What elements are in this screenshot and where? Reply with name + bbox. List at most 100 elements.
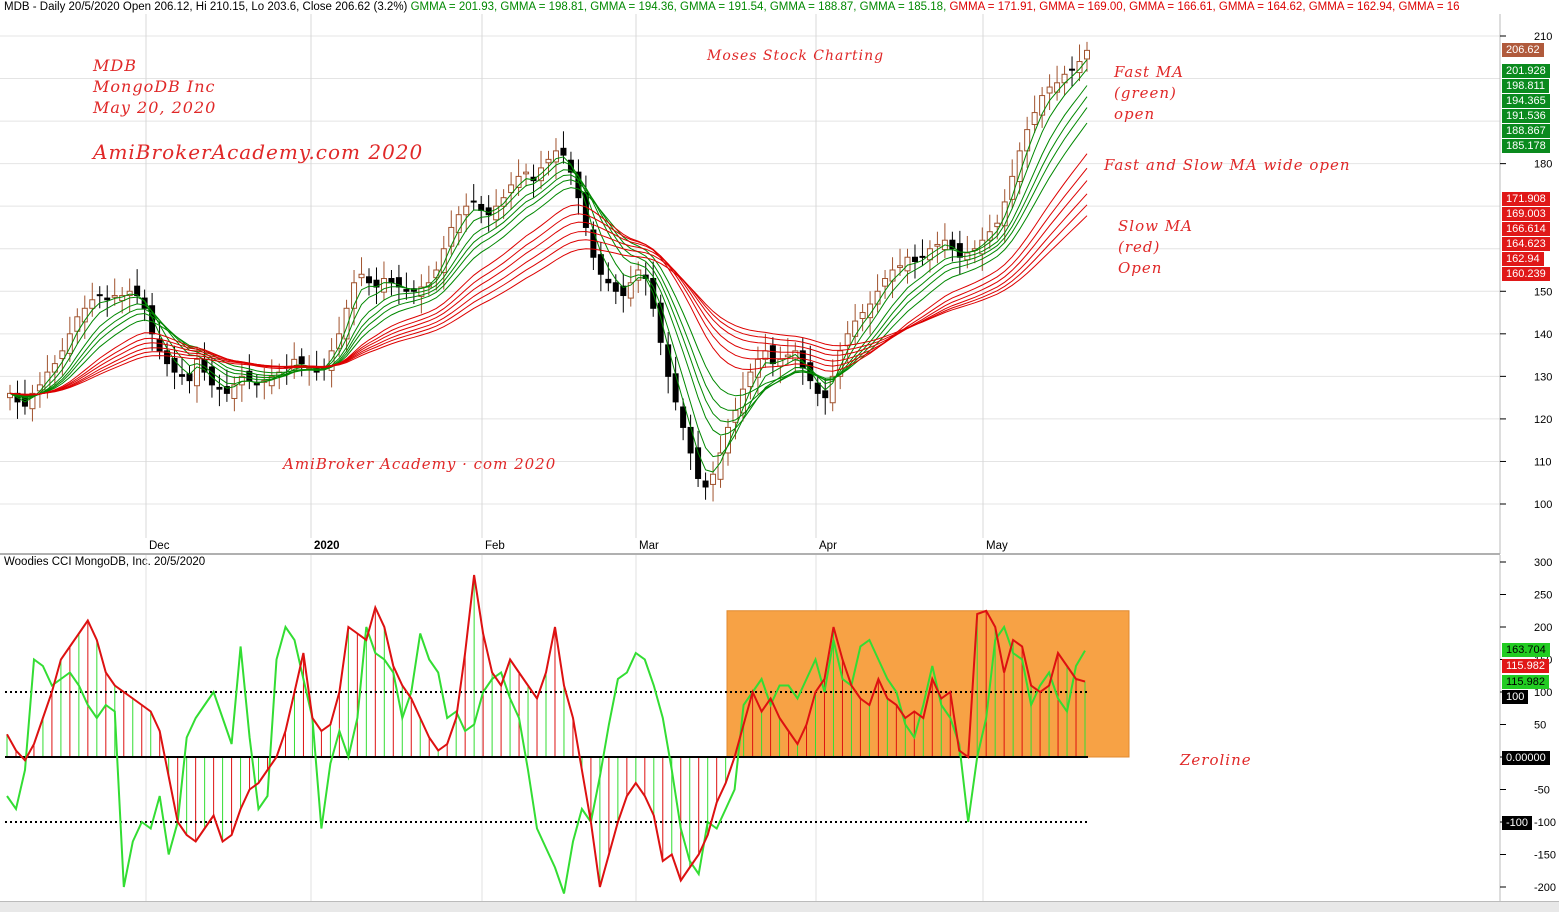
annotation-moses: Moses Stock Charting xyxy=(707,48,885,64)
candle-body xyxy=(164,350,171,365)
gmma-value: GMMA = 198.81, xyxy=(497,1,588,13)
candle-body xyxy=(680,406,687,428)
candle-body xyxy=(328,350,335,371)
gmma-slow-line xyxy=(9,204,1088,395)
candle-body xyxy=(911,256,918,262)
price-badge: 201.928 xyxy=(1502,64,1550,78)
x-tick-label: May xyxy=(986,540,1008,552)
candle-body xyxy=(1031,112,1038,125)
candle-body xyxy=(552,150,559,163)
candle-body xyxy=(179,374,186,377)
annotation-slow-ma: Slow MA xyxy=(1118,217,1193,235)
y-tick-label: 110 xyxy=(1534,456,1552,468)
candle-body xyxy=(567,159,574,173)
gmma-value: GMMA = 169.00, xyxy=(1036,1,1126,13)
annotation-ticker: MDB xyxy=(93,56,137,75)
price-badge: 160.239 xyxy=(1502,267,1550,281)
candle-body xyxy=(657,302,664,343)
x-tick-label: 2020 xyxy=(314,540,340,552)
candle-body xyxy=(403,289,410,292)
candle-body xyxy=(216,386,223,390)
candle-body xyxy=(448,226,455,247)
price-badge: 164.623 xyxy=(1502,237,1550,251)
y-tick-label: 150 xyxy=(1534,286,1552,298)
candle-body xyxy=(560,147,567,156)
x-tick-label: Mar xyxy=(639,540,659,552)
y-tick-label: 210 xyxy=(1534,31,1552,43)
candle-body xyxy=(665,344,672,377)
cci-tick-label: 300 xyxy=(1534,557,1552,569)
candle-body xyxy=(874,290,881,305)
annotation-slow-ma-state: Open xyxy=(1118,259,1163,277)
candle-body xyxy=(897,265,904,268)
candle-body xyxy=(156,338,163,352)
candle-body xyxy=(994,222,1001,228)
candle-body xyxy=(597,254,604,275)
chart-scrollbar[interactable] xyxy=(0,901,1559,912)
cci-badge: 115.982 xyxy=(1502,659,1549,673)
candle-body xyxy=(1016,150,1023,183)
price-badge: 188.867 xyxy=(1502,124,1550,138)
annotation-zeroline: Zeroline xyxy=(1180,751,1252,769)
candle-body xyxy=(463,205,470,216)
candle-body xyxy=(238,375,245,386)
gmma-value: GMMA = 188.87, xyxy=(766,1,857,13)
candle-body xyxy=(747,371,754,388)
candle-body xyxy=(500,197,507,207)
candle-body xyxy=(1069,68,1076,71)
price-badge: 194.365 xyxy=(1502,94,1550,108)
annotation-slow-ma-color: (red) xyxy=(1118,238,1161,256)
cci-chart[interactable]: -200-150-100-50050100150200250300 xyxy=(0,555,1559,901)
header-prefix: MDB - Daily 20/5/2020 Open 206.12, Hi 21… xyxy=(4,1,408,13)
candle-body xyxy=(822,390,829,399)
annotation-wide-open: Fast and Slow MA wide open xyxy=(1104,156,1351,174)
candle-body xyxy=(949,239,956,250)
candle-body xyxy=(298,356,305,365)
annotation-site: AmiBrokerAcademy.com 2020 xyxy=(93,140,424,164)
candle-body xyxy=(89,299,96,309)
candle-body xyxy=(223,386,230,394)
y-tick-label: 120 xyxy=(1534,414,1552,426)
candle-body xyxy=(478,203,485,211)
gmma-fast-line xyxy=(9,59,1088,473)
candle-body xyxy=(545,158,552,164)
annotation-academy: AmiBroker Academy · com 2020 xyxy=(283,455,557,473)
candle-body xyxy=(695,447,702,479)
cci-badge: 0.00000 xyxy=(1502,751,1550,765)
candle-body xyxy=(455,214,462,234)
candle-body xyxy=(351,282,358,309)
pane-separator[interactable] xyxy=(0,553,1500,555)
cci-tick-label: 100 xyxy=(1534,687,1552,699)
candle-body xyxy=(208,366,215,386)
candle-body xyxy=(919,255,926,258)
y-tick-label: 180 xyxy=(1534,159,1552,171)
candle-body xyxy=(231,384,238,399)
candle-body xyxy=(81,307,88,323)
chart-header: MDB - Daily 20/5/2020 Open 206.12, Hi 21… xyxy=(4,0,1494,14)
gmma-slow-line xyxy=(9,215,1088,395)
annotation-fast-ma-state: open xyxy=(1114,105,1156,123)
price-chart[interactable]: 100 110 120 130 140 150 180 210 Dec 2020 Feb Mar Apr… xyxy=(0,14,1559,554)
candle-body xyxy=(844,333,851,347)
cci-badge: -100 xyxy=(1502,816,1533,830)
candle-body xyxy=(74,316,81,332)
price-badge: 185.178 xyxy=(1502,139,1550,153)
gmma-value: GMMA = 185.18, xyxy=(856,1,947,13)
candle-body xyxy=(612,282,619,292)
cci-tick-label: -50 xyxy=(1534,785,1550,797)
candle-body xyxy=(859,312,866,320)
price-badge: 191.536 xyxy=(1502,109,1550,123)
candle-body xyxy=(934,243,941,247)
candle-body xyxy=(739,388,746,414)
candle-body xyxy=(784,354,791,358)
candle-body xyxy=(104,297,111,301)
candle-body xyxy=(1046,86,1053,94)
candle-body xyxy=(149,305,156,335)
candle-body xyxy=(814,382,821,394)
gmma-value: GMMA = 201.93, xyxy=(407,1,498,13)
cci-tick-label: -100 xyxy=(1534,817,1556,829)
cci-tick-label: 250 xyxy=(1534,590,1552,602)
cci-tick-label: 200 xyxy=(1534,622,1552,634)
candle-body xyxy=(702,480,709,488)
candle-body xyxy=(36,384,43,392)
